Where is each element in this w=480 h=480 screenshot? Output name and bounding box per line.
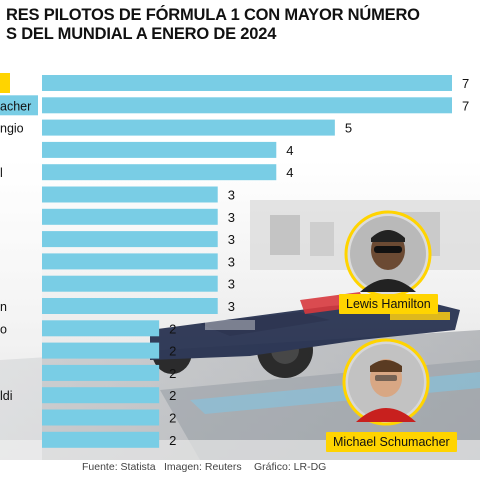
category-label-11: o xyxy=(0,322,7,336)
bar-11 xyxy=(42,320,160,337)
value-label-16: 2 xyxy=(169,433,176,448)
value-label-0: 7 xyxy=(462,76,469,91)
driver-name-badge: Michael Schumacher xyxy=(326,432,457,452)
image-credit: Imagen: Reuters xyxy=(164,461,242,473)
category-badge-1 xyxy=(0,95,38,116)
bar-16 xyxy=(42,431,160,448)
driver-card-schumacher: Michael Schumacher xyxy=(326,338,480,452)
value-label-7: 3 xyxy=(228,232,235,247)
bar-0 xyxy=(42,75,452,91)
category-label-14: ldi xyxy=(0,389,13,403)
value-label-2: 5 xyxy=(345,121,352,136)
bar-15 xyxy=(42,409,160,426)
graphic-credit: Gráfico: LR-DG xyxy=(254,461,327,473)
value-label-5: 3 xyxy=(228,188,235,203)
bar-13 xyxy=(42,364,160,381)
bar-8 xyxy=(42,253,218,270)
hamilton-portrait xyxy=(344,210,432,298)
bar-10 xyxy=(42,298,218,314)
bar-3 xyxy=(42,141,277,158)
value-label-11: 2 xyxy=(169,321,176,336)
category-labels-group: acher ngio l no ldi xyxy=(0,73,38,403)
value-label-9: 3 xyxy=(228,277,235,292)
value-label-6: 3 xyxy=(228,210,235,225)
category-label-10: n xyxy=(0,300,7,314)
source-credit: Fuente: Statista xyxy=(82,461,156,473)
footer: Fuente: Statista Imagen: Reuters Gráfico… xyxy=(0,458,480,480)
category-label-1: acher xyxy=(0,99,31,113)
value-labels-group: 7 7 5 4 4 3 3 3 3 3 3 2 2 2 2 2 2 xyxy=(169,76,469,448)
value-label-8: 3 xyxy=(228,254,235,269)
category-badge-0 xyxy=(0,73,10,93)
value-label-10: 3 xyxy=(228,299,235,314)
bars-group xyxy=(42,75,452,448)
bar-1 xyxy=(42,97,452,114)
chart-title: RES PILOTOS DE FÓRMULA 1 CON MAYOR NÚMER… xyxy=(6,6,476,44)
value-label-13: 2 xyxy=(169,366,176,381)
value-label-3: 4 xyxy=(286,143,293,158)
bar-12 xyxy=(42,342,160,359)
bar-4 xyxy=(42,164,277,181)
bar-6 xyxy=(42,208,218,225)
value-label-12: 2 xyxy=(169,344,176,359)
bar-5 xyxy=(42,186,218,203)
schumacher-portrait xyxy=(342,338,430,426)
bar-7 xyxy=(42,231,218,248)
bar-14 xyxy=(42,387,160,404)
value-label-14: 2 xyxy=(169,388,176,403)
bar-9 xyxy=(42,275,218,292)
value-label-4: 4 xyxy=(286,165,293,180)
bar-2 xyxy=(42,119,335,136)
title-line-2: S DEL MUNDIAL A ENERO DE 2024 xyxy=(6,25,277,43)
value-label-15: 2 xyxy=(169,411,176,426)
category-label-4: l xyxy=(0,166,3,180)
category-label-2: ngio xyxy=(0,122,24,136)
value-label-1: 7 xyxy=(462,98,469,113)
driver-card-hamilton: Lewis Hamilton xyxy=(336,210,476,322)
title-line-1: RES PILOTOS DE FÓRMULA 1 CON MAYOR NÚMER… xyxy=(6,6,420,24)
driver-name-badge: Lewis Hamilton xyxy=(339,294,438,314)
